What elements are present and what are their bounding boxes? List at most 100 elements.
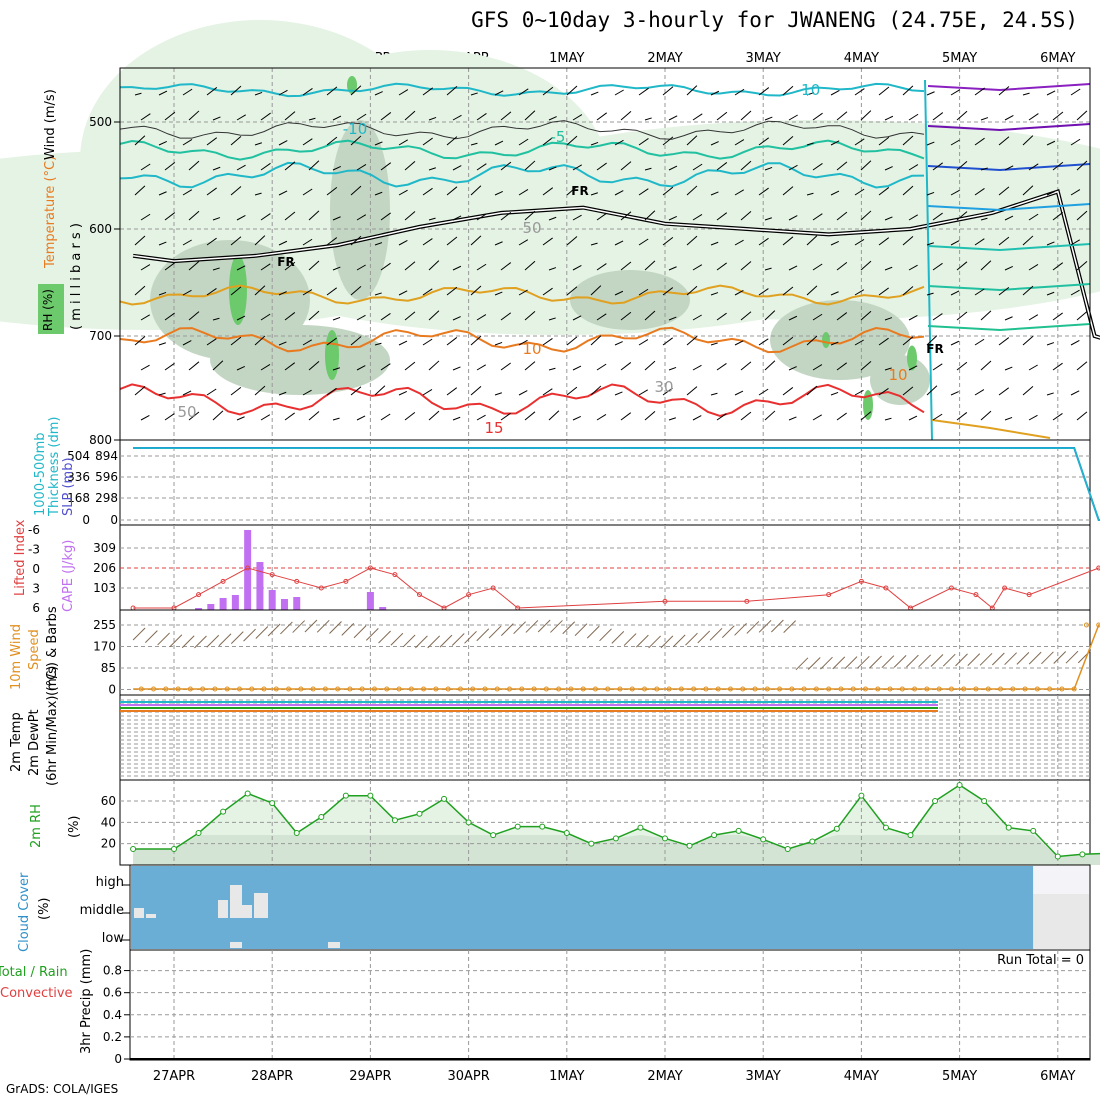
wind10m-panel: 255 170 85 0 10m Wind Speed (m/s) & Barbs [9, 606, 1100, 697]
wind-barb [494, 90, 504, 96]
wind-barb [590, 385, 602, 396]
bottom-date-label-5MAY: 5MAY [942, 1069, 977, 1084]
wind10m-barb [562, 621, 576, 635]
rh-shade-area [907, 345, 917, 371]
wind-barb [188, 261, 200, 271]
wind10m-speed-point [1022, 686, 1028, 692]
wind-barb [764, 360, 776, 371]
wind10m-speed-point [482, 686, 488, 692]
wind-barb [452, 114, 462, 121]
wind-barb [1052, 312, 1063, 321]
wind-barb [212, 116, 221, 121]
rh2m-label-2: (%) [67, 816, 82, 839]
wind-barb [542, 338, 553, 346]
pressure-tick-label: 600 [89, 222, 112, 236]
rh2m-point [588, 840, 595, 847]
wind-barb [788, 265, 798, 271]
wind10m-barb [574, 623, 588, 637]
wind-barb [860, 361, 872, 371]
cape-bar [268, 590, 276, 610]
wind10m-speed-point [813, 686, 819, 692]
wind-barb [764, 310, 776, 321]
temp-contour [119, 383, 925, 418]
wind-barb [668, 417, 676, 421]
slp-tick-label: 0 [110, 513, 118, 527]
wind-barb [974, 338, 985, 346]
wind-barb [1076, 311, 1088, 321]
wind-barb [326, 186, 338, 196]
wind10m-speed-point [359, 686, 365, 692]
wind-barb [350, 135, 362, 146]
rh-legend-swatch [38, 284, 64, 334]
wind-barb [356, 214, 367, 221]
wind-barb [350, 336, 362, 346]
rh-shade-area [347, 76, 357, 94]
li-point [269, 572, 275, 578]
wind-barb [1076, 210, 1088, 221]
wind10m-barb [206, 634, 220, 648]
wind-barb [548, 166, 557, 171]
wind10m-speed-point [912, 686, 918, 692]
wind-barb [758, 338, 769, 346]
wind10m-barb [1065, 650, 1079, 664]
wind-barb [182, 189, 193, 196]
wind-barb [884, 115, 894, 121]
wind-barb [428, 410, 440, 421]
wind-barb [644, 117, 652, 121]
temp-contour-right [927, 123, 1091, 132]
contour-label: 15 [484, 419, 503, 437]
pressure-tick-label: 800 [89, 433, 112, 447]
wind10m-speed-point [1034, 686, 1040, 692]
wind-barb [956, 161, 968, 171]
wind-barb [788, 215, 798, 221]
rh2m-point [833, 825, 840, 832]
wind-barb [332, 115, 342, 121]
wind-barb [998, 136, 1010, 146]
wind-barb [422, 238, 433, 246]
wind-barb [1004, 265, 1013, 271]
wind-barb [878, 187, 890, 196]
wind-barb [302, 289, 313, 296]
wind-barb [692, 264, 703, 271]
wind10m-barb [758, 619, 772, 633]
wind-barb [524, 411, 536, 421]
wind10m-speed-point [666, 686, 672, 692]
wind-barb [878, 287, 889, 296]
top-date-label-2MAY: 2MAY [647, 51, 682, 66]
rh2m-point [735, 827, 742, 834]
wind-barb [908, 214, 918, 221]
wind-barb [806, 335, 818, 346]
wind-barb [260, 363, 271, 371]
cloud-level-high: high [96, 875, 124, 890]
top-date-label-5MAY: 5MAY [942, 51, 977, 66]
wind10m-barb [856, 655, 870, 669]
precip-label-convective: Convective [0, 986, 73, 1001]
wind10m-speed-point [556, 686, 562, 692]
wind-barb [692, 163, 703, 171]
wind-barb [158, 392, 166, 396]
wind-barb [590, 141, 599, 146]
li-point [826, 592, 832, 598]
wind10m-speed-point [961, 686, 967, 692]
wind-barb [758, 388, 769, 396]
li-point [858, 578, 864, 584]
wind10m-barb [586, 625, 600, 639]
wind-barb [956, 412, 968, 421]
wind10m-label-2: Speed [27, 629, 42, 670]
wind-barb [686, 386, 698, 396]
wind-barb [302, 389, 312, 396]
wind-barb [758, 288, 769, 296]
wind-barb [500, 211, 512, 221]
li-point [343, 578, 349, 584]
wind-barb [692, 213, 703, 221]
bottom-date-label-2MAY: 2MAY [647, 1069, 682, 1084]
wind-barb [254, 192, 262, 196]
wind-barb [188, 361, 200, 371]
wind-barb [782, 336, 794, 346]
wind-barb [518, 188, 529, 196]
wind-barb [158, 140, 167, 146]
li-point [1002, 585, 1008, 591]
cape-bar [293, 597, 301, 610]
wind-barb [1046, 191, 1055, 196]
wind-barb [350, 85, 362, 96]
